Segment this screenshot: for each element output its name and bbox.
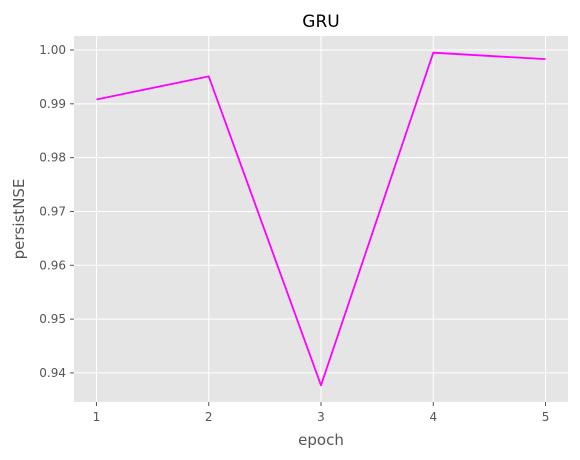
y-tick-label: 0.97	[39, 204, 66, 218]
series-layer	[96, 51, 546, 387]
x-tick-label: 5	[542, 410, 550, 424]
y-axis-label: persistNSE	[10, 179, 28, 260]
y-tick-label: 1.00	[39, 43, 66, 57]
y-tick-label: 0.94	[39, 366, 66, 380]
y-tick-labels: 0.94 0.95 0.96 0.97 0.98 0.99 1.00	[39, 43, 74, 380]
x-tick-label: 1	[93, 410, 101, 424]
x-tick-label: 4	[429, 410, 437, 424]
x-tick-label: 2	[205, 410, 213, 424]
chart-title: GRU	[302, 12, 339, 32]
x-tick-label: 3	[317, 410, 325, 424]
y-tick-label: 0.95	[39, 312, 66, 326]
series-line	[96, 51, 546, 387]
x-axis-label: epoch	[298, 431, 344, 449]
grid	[74, 36, 568, 402]
x-tick-labels: 1 2 3 4 5	[93, 402, 550, 424]
y-tick-label: 0.96	[39, 258, 66, 272]
y-tick-label: 0.99	[39, 97, 66, 111]
y-tick-label: 0.98	[39, 151, 66, 165]
